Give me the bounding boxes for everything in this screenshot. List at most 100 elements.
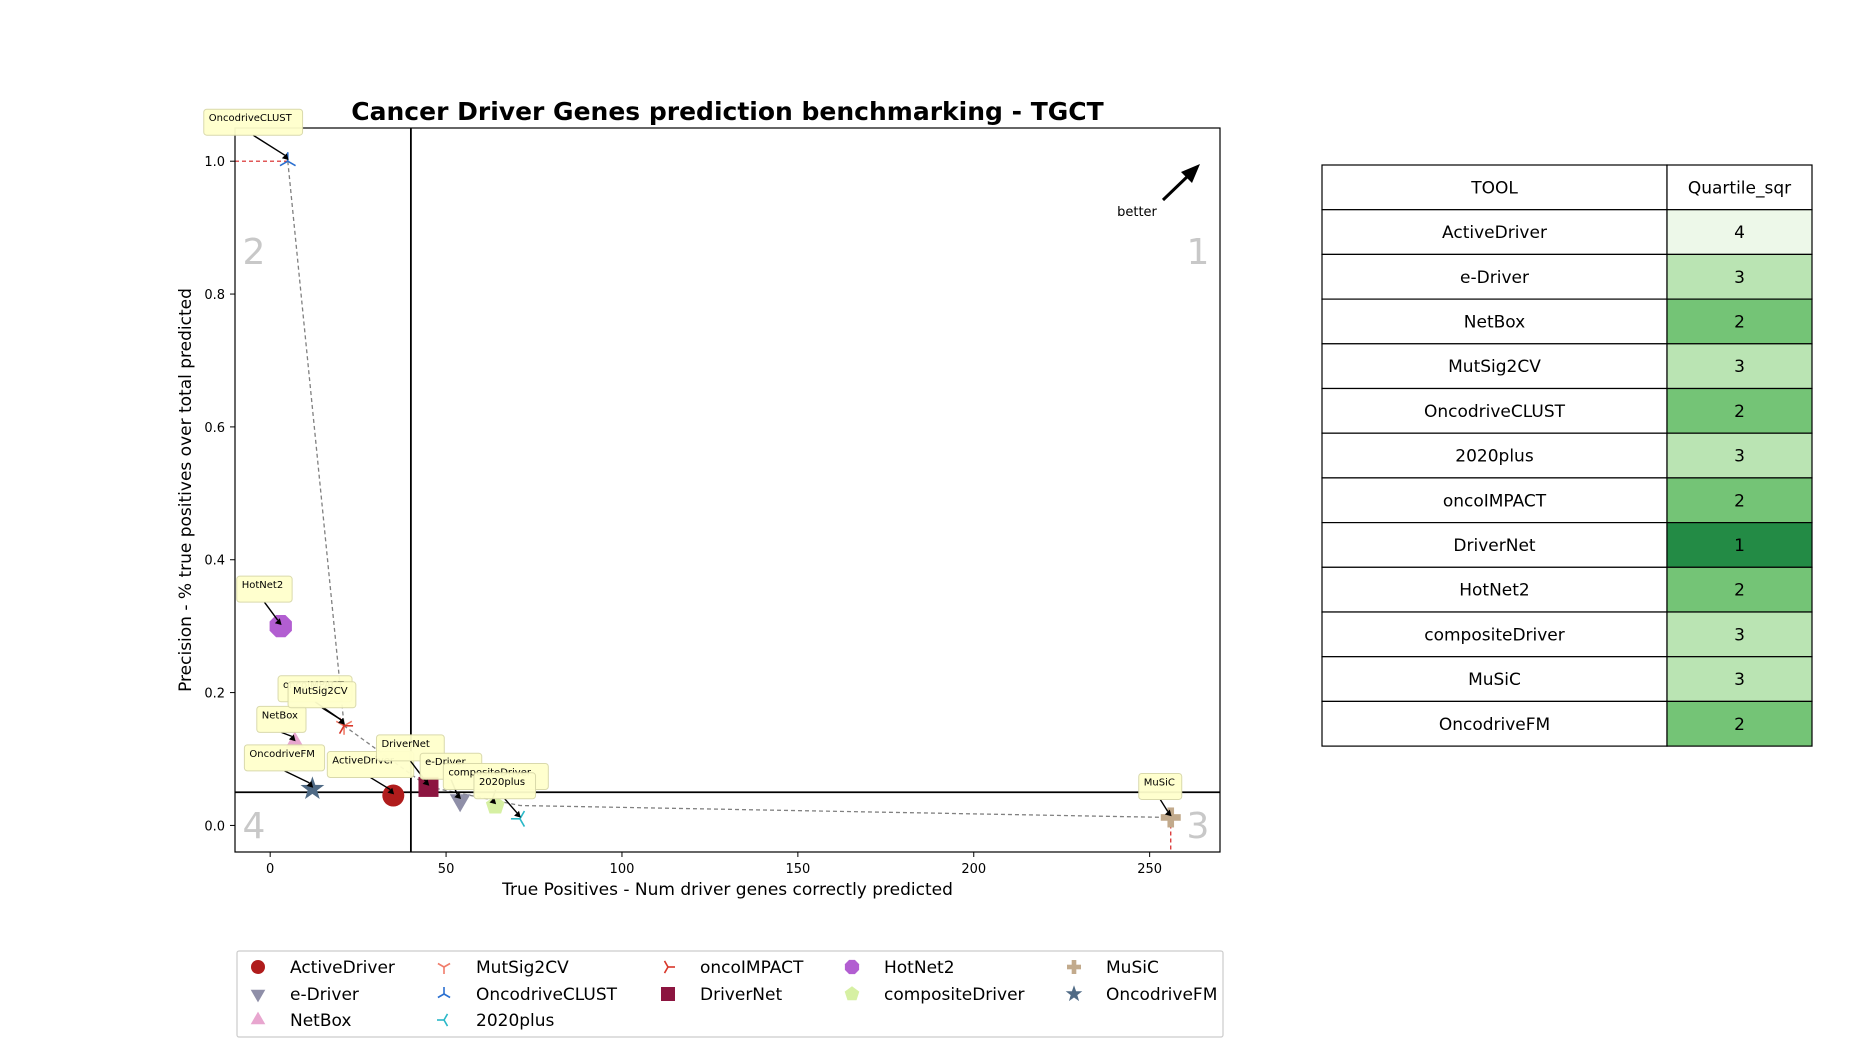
annotation-label: MuSiC	[1144, 777, 1175, 788]
x-axis-label: True Positives - Num driver genes correc…	[501, 880, 953, 900]
better-arrow-head	[1181, 164, 1200, 183]
annotation-hotnet2: HotNet2	[236, 575, 293, 625]
data-point-oncodrivefm	[300, 776, 325, 799]
better-label: better	[1117, 205, 1157, 220]
annotation-arrowhead	[1164, 809, 1172, 817]
marker-bar	[1167, 807, 1175, 828]
y-tick-label: 0.8	[204, 288, 225, 303]
legend-marker	[844, 986, 860, 1001]
legend-marker	[250, 989, 266, 1003]
table-cell-quartile-bg	[1666, 656, 1813, 703]
legend-label: DriverNet	[700, 985, 782, 1005]
annotation-box	[287, 681, 357, 709]
table-cell-tool: DriverNet	[1453, 536, 1535, 556]
annotation-arrow	[504, 798, 518, 814]
annotation-label: HotNet2	[242, 580, 283, 591]
quadrant-label-1: 1	[1187, 232, 1210, 273]
table-header-cell	[1666, 164, 1813, 211]
y-tick-label: 0.0	[204, 819, 225, 834]
table-cell-tool-bg	[1321, 611, 1668, 658]
table-cell-tool-bg	[1321, 700, 1668, 747]
legend-entry-netbox: NetBox	[250, 1011, 351, 1031]
table-cell-quartile: 2	[1734, 491, 1745, 511]
legend-entry-oncodrivefm: OncodriveFM	[1065, 985, 1217, 1005]
legend-entry-oncoimpact: oncoIMPACT	[663, 958, 804, 978]
table-cell-quartile-bg	[1666, 566, 1813, 613]
legend-label: OncodriveCLUST	[476, 985, 618, 1005]
table-header-cell	[1321, 164, 1668, 211]
legend-label: oncoIMPACT	[700, 958, 804, 978]
table-cell-quartile-bg	[1666, 253, 1813, 300]
legend-label: e-Driver	[290, 985, 359, 1005]
x-tick-label: 200	[961, 862, 986, 877]
table-cell-tool: HotNet2	[1459, 581, 1530, 601]
legend-label: MutSig2CV	[476, 958, 569, 978]
x-tick-label: 250	[1137, 862, 1162, 877]
table-row: HotNet2 2	[1321, 566, 1813, 613]
annotation-oncodriveclust: OncodriveCLUST	[203, 108, 304, 160]
table-cell-quartile: 3	[1734, 268, 1745, 288]
scatter-plot: Cancer Driver Genes prediction benchmark…	[176, 97, 1221, 900]
marker-bar	[1071, 960, 1077, 974]
legend-marker	[251, 960, 265, 974]
table-cell-quartile-bg	[1666, 611, 1813, 658]
quadrant-label-2: 2	[243, 232, 266, 273]
table-row: NetBox 2	[1321, 298, 1813, 345]
legend-marker	[1065, 985, 1083, 1002]
annotation-label: DriverNet	[381, 739, 429, 750]
table-row: OncodriveCLUST 2	[1321, 387, 1813, 434]
marker-stroke	[338, 725, 345, 734]
marker-stroke	[287, 160, 296, 167]
annotation-arrow	[252, 134, 286, 156]
marker-stroke	[279, 160, 289, 167]
annotation-label: ActiveDriver	[332, 756, 395, 767]
table-cell-tool-bg	[1321, 209, 1668, 255]
legend-marker	[437, 987, 451, 999]
legend-label: NetBox	[290, 1011, 351, 1031]
table-cell-tool-bg	[1321, 521, 1668, 568]
table-cell-tool: ActiveDriver	[1442, 223, 1547, 243]
table-cell-tool-bg	[1321, 253, 1668, 300]
annotation-arrowhead	[281, 153, 289, 160]
legend-entry-e-driver: e-Driver	[250, 985, 359, 1005]
legend-marker	[1067, 960, 1081, 974]
legend-entry-hotnet2: HotNet2	[844, 958, 955, 978]
annotation-box	[256, 705, 307, 733]
annotation-box	[203, 108, 304, 136]
table-cell-quartile-bg	[1666, 387, 1813, 434]
annotation-label: NetBox	[262, 710, 298, 721]
data-point-music	[1160, 807, 1181, 828]
annotation-arrowhead	[422, 779, 430, 786]
annotation-arrowhead	[306, 781, 314, 788]
legend-label: 2020plus	[476, 1011, 555, 1031]
table-cell-tool-bg	[1321, 343, 1668, 390]
table-cell-tool-bg	[1321, 566, 1668, 613]
plot-frame	[234, 127, 1221, 853]
chart-legend: ActiveDriver e-Driver NetBox MutSig2CV Oncod…	[236, 950, 1224, 1038]
annotation-label: MutSig2CV	[293, 686, 348, 697]
legend-entry-music: MuSiC	[1067, 958, 1159, 978]
table-row: MuSiC 3	[1321, 656, 1813, 703]
annotation-arrow	[321, 707, 342, 721]
annotation-arrowhead	[288, 734, 296, 742]
marker-stroke	[663, 966, 669, 974]
annotation-netbox: NetBox	[256, 705, 307, 742]
annotation-box	[1138, 772, 1183, 800]
table-cell-quartile: 3	[1734, 670, 1745, 690]
table-cell-quartile: 2	[1734, 312, 1745, 332]
annotation-arrowhead	[387, 787, 395, 795]
table-cell-quartile: 2	[1734, 581, 1745, 601]
quadrant-label-3: 3	[1187, 806, 1210, 847]
x-tick-label: 100	[610, 862, 635, 877]
x-tick-label: 50	[438, 862, 455, 877]
table-cell-tool-bg	[1321, 387, 1668, 434]
y-axis-label: Precision - % true positives over total …	[176, 288, 196, 692]
data-point-e-driver	[449, 794, 471, 813]
legend-entry-compositedriver: compositeDriver	[844, 985, 1025, 1005]
y-tick-label: 1.0	[204, 155, 225, 170]
table-cell-tool: OncodriveFM	[1439, 715, 1550, 735]
marker-stroke	[519, 818, 526, 827]
table-cell-quartile: 1	[1734, 536, 1745, 556]
table-cell-quartile: 3	[1734, 357, 1745, 377]
annotation-label: e-Driver	[425, 757, 466, 768]
